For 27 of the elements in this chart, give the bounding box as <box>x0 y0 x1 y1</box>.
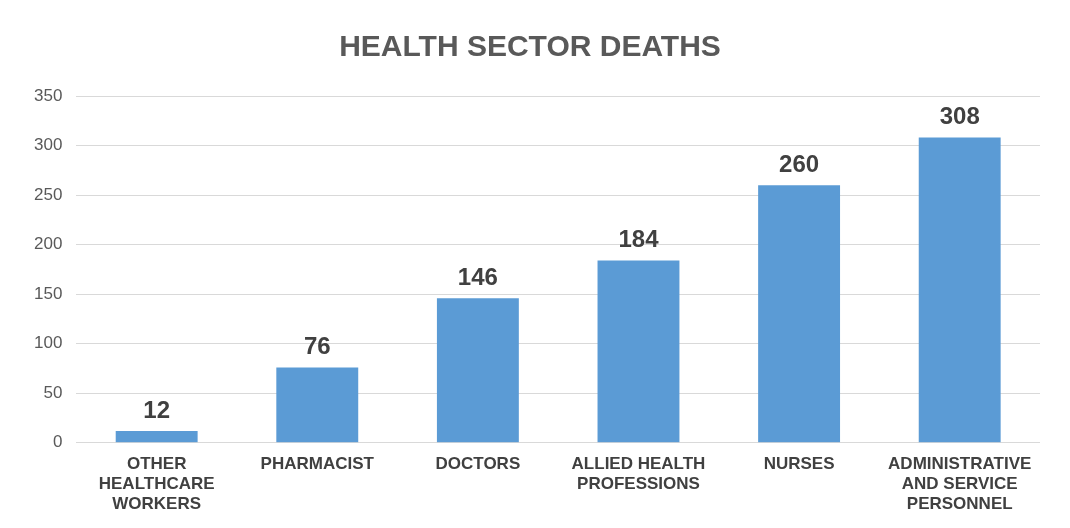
bar <box>758 185 841 443</box>
y-tick-label: 250 <box>33 184 63 204</box>
y-tick-label: 200 <box>33 234 63 254</box>
y-tick-label: 100 <box>33 333 63 353</box>
x-tick-label: OTHER HEALTHCARE WORKERS <box>98 453 215 514</box>
data-label: 146 <box>457 262 498 290</box>
y-tick-label: 0 <box>52 432 63 452</box>
y-tick-label: 50 <box>43 382 63 402</box>
data-label: 184 <box>618 225 660 253</box>
y-tick-label: 350 <box>33 85 63 105</box>
y-tick-label: 150 <box>33 283 63 303</box>
data-label: 308 <box>939 102 980 130</box>
chart-title: HEALTH SECTOR DEATHS <box>339 29 721 63</box>
x-tick-label: PHARMACIST <box>260 453 375 473</box>
bar <box>276 367 359 443</box>
x-tick-label: ADMINISTRATIVE AND SERVICE PERSONNEL <box>888 453 1032 514</box>
x-tick-label: DOCTORS <box>435 453 521 473</box>
bar <box>436 298 519 443</box>
bar <box>115 430 198 443</box>
data-label: 76 <box>303 332 331 360</box>
x-tick-label: NURSES <box>763 453 835 473</box>
data-label: 12 <box>143 395 171 423</box>
data-label: 260 <box>779 149 820 177</box>
y-tick-label: 300 <box>33 135 63 155</box>
bar <box>918 137 1001 443</box>
bar <box>597 260 680 443</box>
x-tick-label: ALLIED HEALTH PROFESSIONS <box>571 453 706 494</box>
